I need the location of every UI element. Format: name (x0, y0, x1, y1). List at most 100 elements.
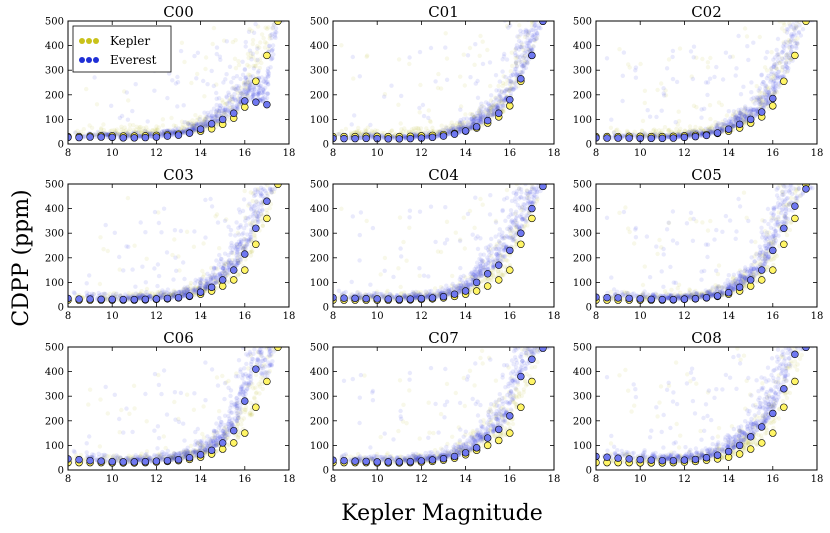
kepler-target (478, 116, 484, 122)
kepler-target (488, 246, 493, 252)
kepler-target (237, 252, 242, 257)
everest-target (769, 69, 774, 75)
kepler-target (774, 89, 780, 95)
everest-target (194, 122, 200, 128)
kepler-target (445, 125, 450, 131)
everest-target (459, 120, 464, 125)
kepler-target (738, 116, 743, 121)
everest-target (546, 14, 550, 18)
everest-target (226, 260, 231, 265)
everest-target (734, 114, 739, 120)
everest-target (143, 230, 148, 235)
kepler-target (496, 83, 501, 89)
kepler-target (496, 100, 501, 105)
kepler-target (150, 128, 155, 133)
kepler-target (407, 225, 412, 230)
everest-target (277, 14, 281, 18)
everest-target (745, 106, 751, 112)
everest-target (773, 65, 778, 71)
everest-target (538, 14, 542, 18)
everest-median-point (461, 127, 470, 135)
kepler-target (172, 237, 177, 242)
everest-target (770, 80, 776, 85)
everest-median-point (724, 125, 733, 133)
everest-target (513, 46, 519, 52)
kepler-target (528, 177, 532, 181)
kepler-target (179, 40, 185, 45)
axes-frame (595, 20, 818, 145)
everest-target (472, 114, 477, 120)
everest-target (766, 100, 771, 105)
everest-target (532, 14, 536, 18)
everest-target (458, 129, 463, 134)
kepler-target (534, 199, 539, 204)
everest-target (698, 133, 704, 138)
everest-target (263, 76, 268, 82)
kepler-target (694, 55, 699, 60)
kepler-target (802, 14, 806, 18)
everest-target (125, 117, 131, 122)
kepler-target (201, 119, 207, 125)
kepler-target (526, 14, 530, 18)
everest-median-point (163, 132, 172, 140)
everest-target (468, 120, 473, 126)
everest-target (246, 87, 251, 92)
everest-target (198, 284, 203, 289)
kepler-target (482, 277, 487, 282)
everest-target (793, 14, 797, 18)
kepler-target (499, 89, 504, 95)
everest-target (507, 79, 512, 84)
kepler-median-point (506, 102, 514, 110)
everest-target (240, 59, 245, 64)
kepler-target (272, 177, 276, 181)
kepler-target (721, 124, 727, 129)
kepler-target (281, 14, 285, 18)
everest-target (500, 57, 505, 62)
everest-target (776, 69, 781, 75)
everest-target (202, 110, 207, 115)
everest-target (242, 245, 247, 250)
everest-median-point (450, 130, 459, 138)
kepler-target (187, 120, 192, 125)
everest-target (209, 113, 215, 118)
everest-target (519, 69, 524, 75)
kepler-target (278, 14, 282, 18)
kepler-target (522, 60, 528, 65)
everest-target (238, 241, 243, 246)
kepler-target (238, 85, 243, 91)
kepler-target (276, 14, 280, 18)
everest-target (212, 114, 217, 119)
kepler-target (541, 177, 545, 181)
everest-target (72, 291, 77, 296)
everest-target (468, 124, 473, 129)
everest-target (536, 14, 540, 18)
everest-target (720, 127, 725, 132)
everest-target (766, 90, 771, 95)
kepler-target (278, 14, 282, 18)
kepler-target (94, 102, 100, 107)
kepler-target (536, 177, 540, 181)
everest-target (702, 106, 707, 112)
everest-target (145, 119, 150, 124)
kepler-target (224, 177, 228, 181)
everest-target (238, 254, 243, 260)
everest-target (795, 41, 800, 46)
kepler-target (461, 120, 466, 126)
everest-target (281, 177, 285, 181)
kepler-target (467, 177, 471, 181)
everest-target (259, 96, 264, 102)
kepler-target (539, 14, 543, 18)
everest-target (774, 61, 779, 66)
kepler-target (180, 292, 186, 297)
kepler-target (522, 223, 528, 228)
everest-target (275, 177, 279, 181)
kepler-target (456, 123, 461, 129)
everest-target (276, 14, 280, 18)
y-tick-label: 400 (573, 41, 592, 52)
everest-target (802, 14, 806, 18)
kepler-target (257, 57, 263, 62)
kepler-target (242, 236, 248, 242)
everest-target (281, 14, 285, 18)
everest-target (269, 56, 275, 61)
